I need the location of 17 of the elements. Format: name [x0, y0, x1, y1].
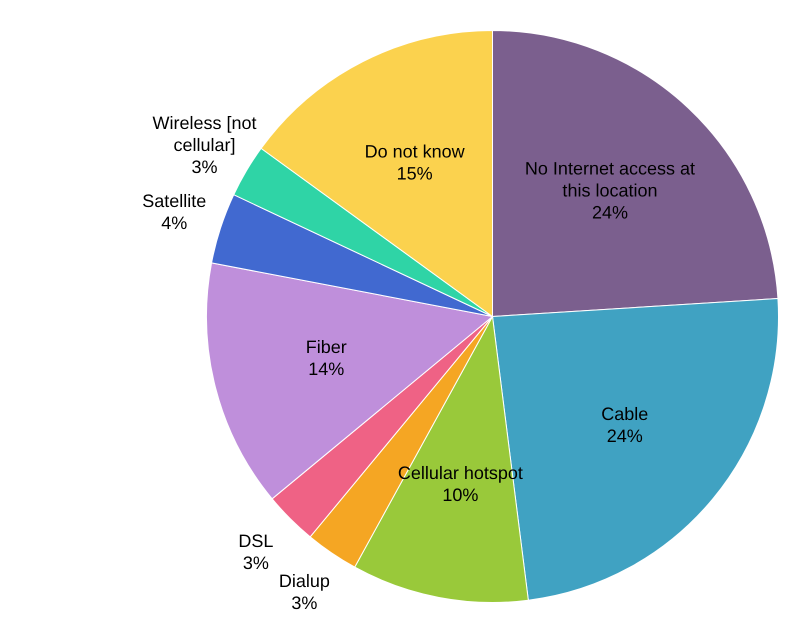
slice-label: Dialup [278, 571, 330, 592]
slice-label: Wireless [not cellular] [152, 113, 256, 156]
data-label: 3% [191, 157, 218, 178]
slice-label: No Internet access at this location [524, 158, 696, 200]
data-label: 10% [442, 485, 478, 506]
data-label: 4% [161, 213, 188, 234]
data-label: 24% [606, 426, 643, 446]
slice-label: DSL [238, 531, 274, 552]
slice-label: Fiber [306, 337, 347, 358]
data-label: 3% [242, 553, 269, 574]
data-label: 14% [308, 359, 344, 380]
data-label: 24% [592, 202, 628, 222]
slice-label: Do not know [364, 142, 466, 162]
data-label: 15% [396, 164, 433, 184]
data-label: 3% [291, 593, 318, 614]
slice-label: Satellite [142, 191, 206, 212]
slice-label: Cable [601, 404, 648, 424]
